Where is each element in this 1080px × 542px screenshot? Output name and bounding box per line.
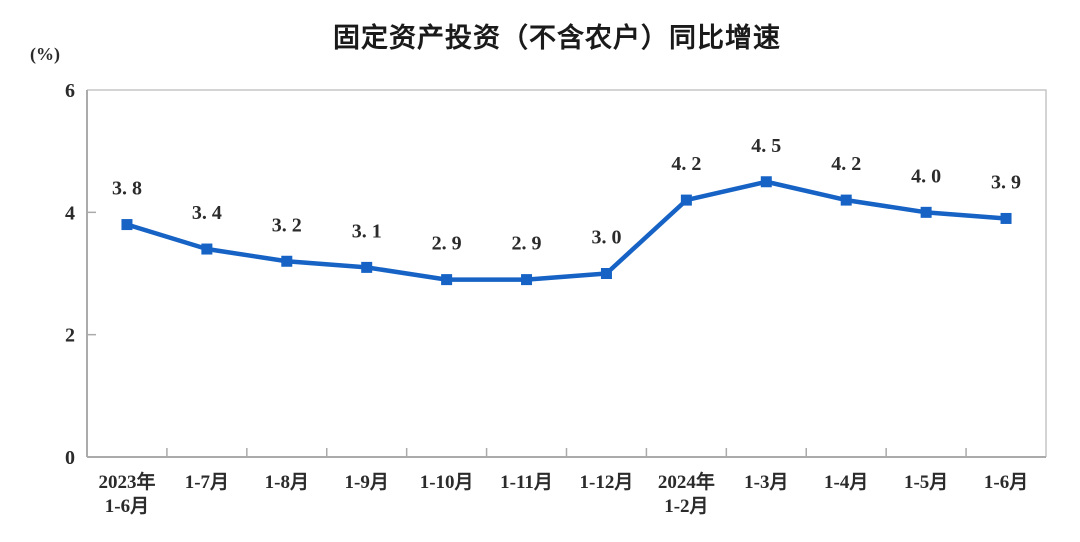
x-axis-label: 1-7月 <box>185 472 229 493</box>
data-point-label: 3. 1 <box>352 220 382 242</box>
data-point-marker <box>840 194 852 206</box>
y-axis-unit-label: (%) <box>30 44 60 64</box>
data-point-label: 2. 9 <box>432 233 462 255</box>
data-point-label: 2. 9 <box>512 233 542 255</box>
data-point-label: 3. 0 <box>591 227 621 249</box>
data-point-marker <box>441 274 453 286</box>
data-point-label: 3. 8 <box>112 178 142 200</box>
data-point-label: 4. 0 <box>911 165 941 187</box>
data-point-marker <box>680 194 692 206</box>
data-point-marker <box>521 274 533 286</box>
data-point-label: 4. 2 <box>671 153 701 175</box>
data-point-label: 3. 2 <box>272 214 302 236</box>
data-point-label: 4. 5 <box>751 135 781 157</box>
data-point-marker <box>201 243 213 255</box>
y-tick-label: 0 <box>65 447 75 469</box>
data-point-marker <box>920 206 932 218</box>
x-axis-label: 2024年 <box>658 470 715 493</box>
x-axis-label: 1-5月 <box>904 472 948 493</box>
x-axis-label: 1-3月 <box>744 472 788 493</box>
data-point-label: 3. 9 <box>991 171 1021 193</box>
x-axis-label: 1-9月 <box>345 472 389 493</box>
data-point-label: 4. 2 <box>831 153 861 175</box>
data-point-marker <box>600 268 612 279</box>
data-point-marker <box>1000 212 1012 224</box>
x-axis-label: 1-6月 <box>984 472 1028 493</box>
x-axis-label: 1-4月 <box>824 472 868 493</box>
data-line <box>124 179 1009 282</box>
plot-frame <box>87 89 1047 457</box>
data-point-marker <box>760 176 772 188</box>
x-axis-label: 1-2月 <box>664 496 708 517</box>
data-point-marker <box>361 261 373 273</box>
x-axis-label: 2023年 <box>98 470 155 493</box>
data-point-marker <box>281 255 293 267</box>
x-axis-label: 1-6月 <box>105 496 149 517</box>
data-point-marker <box>121 219 133 231</box>
data-point-label: 3. 4 <box>192 202 222 224</box>
y-tick-label: 2 <box>65 325 75 347</box>
y-tick-label: 4 <box>65 202 75 224</box>
x-axis-label: 1-10月 <box>420 472 474 493</box>
chart-title: 固定资产投资（不含农户）同比增速 <box>333 23 781 53</box>
x-axis-label: 1-8月 <box>265 472 309 493</box>
y-tick-label: 6 <box>65 80 75 102</box>
x-axis-label: 1-11月 <box>500 472 553 493</box>
x-axis-label: 1-12月 <box>580 472 634 493</box>
